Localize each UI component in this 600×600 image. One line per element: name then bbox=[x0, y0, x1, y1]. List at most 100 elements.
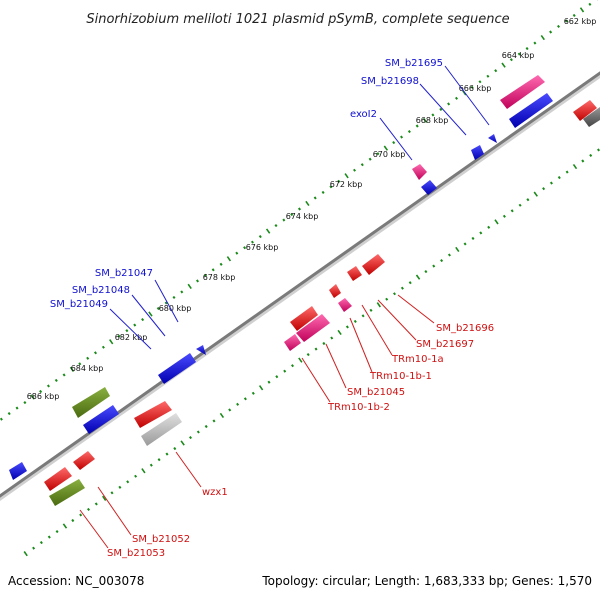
kbp-label: 682 kbp bbox=[115, 333, 148, 342]
gene-red-676a[interactable] bbox=[362, 254, 385, 275]
gene-label-sm-b21049[interactable]: SM_b21049 bbox=[50, 299, 108, 310]
scale-tick bbox=[502, 214, 506, 218]
scale-tick bbox=[533, 41, 537, 45]
scale-tick bbox=[517, 52, 521, 56]
kbp-label: 676 kbp bbox=[246, 243, 279, 252]
gene-red-688b[interactable] bbox=[73, 451, 95, 470]
scale-tick bbox=[408, 281, 412, 285]
scale-tick bbox=[572, 163, 578, 170]
gene-red-684[interactable] bbox=[134, 401, 172, 428]
scale-tick bbox=[369, 308, 373, 312]
gene-blue-682[interactable] bbox=[158, 353, 196, 384]
scale-tick bbox=[564, 19, 568, 23]
scale-tick bbox=[330, 336, 334, 340]
gene-label-sm-b21695[interactable]: SM_b21695 bbox=[385, 58, 443, 69]
accession-text: Accession: NC_003078 bbox=[8, 574, 144, 588]
scale-tick bbox=[188, 436, 193, 440]
scale-tick bbox=[195, 279, 200, 283]
gene-blue-664[interactable] bbox=[509, 93, 553, 128]
scale-tick bbox=[400, 286, 404, 290]
scale-tick bbox=[337, 329, 342, 336]
gene-label-exoi2[interactable]: exoI2 bbox=[350, 109, 377, 120]
gene-label-sm-b21052[interactable]: SM_b21052 bbox=[132, 534, 190, 545]
scale-tick bbox=[556, 24, 561, 28]
scale-tick bbox=[203, 273, 207, 277]
kbp-label: 678 kbp bbox=[203, 273, 236, 282]
gene-red-661[interactable] bbox=[573, 100, 597, 121]
gene-blue-667b[interactable] bbox=[488, 134, 497, 143]
scale-tick bbox=[173, 447, 177, 451]
scale-tick bbox=[290, 364, 295, 368]
scale-tick bbox=[282, 218, 286, 222]
map-title: Sinorhizobium meliloti 1021 plasmid pSym… bbox=[86, 12, 509, 27]
gene-label-trm10-1a[interactable]: TRm10-1a bbox=[391, 354, 444, 365]
kbp-label: 674 kbp bbox=[286, 212, 319, 221]
gene-olive-688[interactable] bbox=[49, 479, 85, 506]
gene-pink-681[interactable] bbox=[284, 334, 301, 351]
scale-tick bbox=[93, 351, 98, 355]
scale-tick bbox=[125, 329, 129, 333]
scale-tick bbox=[589, 153, 593, 157]
gene-darkgray-661[interactable] bbox=[583, 107, 600, 127]
scale-tick bbox=[432, 264, 436, 268]
scale-tick bbox=[478, 80, 482, 84]
gene-red-676b[interactable] bbox=[347, 266, 362, 281]
scale-tick bbox=[337, 179, 341, 183]
gene-red-678[interactable] bbox=[329, 284, 341, 298]
gene-label-sm-b21697[interactable]: SM_b21697 bbox=[416, 339, 474, 350]
gene-blue-682b[interactable] bbox=[196, 345, 206, 355]
gene-blue-688[interactable] bbox=[9, 462, 27, 480]
gene-label-wzx1[interactable]: wzx1 bbox=[202, 487, 228, 498]
gene-label-sm-b21048[interactable]: SM_b21048 bbox=[72, 285, 130, 296]
gene-red-688a[interactable] bbox=[44, 467, 72, 491]
scale-tick bbox=[454, 96, 459, 100]
gene-label-sm-b21698[interactable]: SM_b21698 bbox=[361, 76, 419, 87]
scale-tick bbox=[572, 13, 576, 17]
kbp-label: 662 kbp bbox=[564, 17, 597, 26]
scale-tick bbox=[79, 513, 83, 517]
genes-reverse bbox=[44, 254, 385, 506]
scale-tick bbox=[126, 480, 130, 484]
gene-label-trm10-1b-1[interactable]: TRm10-1b-1 bbox=[369, 371, 432, 382]
gene-pink-680[interactable] bbox=[296, 314, 330, 342]
scale-tick bbox=[422, 117, 428, 124]
gene-blue-667a[interactable] bbox=[471, 145, 484, 160]
gene-label-sm-b21696[interactable]: SM_b21696 bbox=[436, 323, 494, 334]
kbp-label: 684 kbp bbox=[71, 364, 104, 373]
gene-label-sm-b21053[interactable]: SM_b21053 bbox=[107, 548, 165, 559]
scale-tick bbox=[525, 47, 529, 51]
scale-tick bbox=[353, 319, 357, 323]
scale-tick bbox=[360, 163, 364, 167]
gene-red-680[interactable] bbox=[290, 306, 318, 331]
gene-label-sm-b21045[interactable]: SM_b21045 bbox=[347, 387, 405, 398]
scale-tick bbox=[447, 102, 451, 106]
gene-pink-664[interactable] bbox=[500, 75, 545, 109]
scale-tick bbox=[494, 219, 499, 225]
scale-tick bbox=[368, 157, 372, 161]
scale-tick bbox=[211, 268, 215, 272]
scale-tick bbox=[462, 90, 467, 96]
scale-tick bbox=[165, 452, 169, 456]
gene-olive-684[interactable] bbox=[72, 387, 110, 418]
gene-label-sm-b21047[interactable]: SM_b21047 bbox=[95, 268, 153, 279]
scale-ticks bbox=[0, 0, 600, 557]
gene-blue-684[interactable] bbox=[83, 405, 119, 434]
scale-tick bbox=[329, 185, 333, 189]
scale-tick bbox=[94, 502, 98, 506]
scale-tick bbox=[486, 74, 490, 78]
scale-tick bbox=[579, 7, 585, 13]
scale-tick bbox=[180, 440, 185, 446]
scale-tick bbox=[321, 190, 325, 194]
gene-pink-678[interactable] bbox=[338, 298, 352, 312]
gene-label-trm10-1b-2[interactable]: TRm10-1b-2 bbox=[327, 402, 390, 413]
gene-blue-670[interactable] bbox=[421, 180, 437, 195]
scale-tick bbox=[581, 159, 585, 163]
scale-tick bbox=[345, 325, 349, 329]
gene-pink-670[interactable] bbox=[412, 164, 427, 180]
gene-gray-684[interactable] bbox=[141, 413, 182, 446]
scale-tick bbox=[251, 391, 255, 395]
scale-tick bbox=[78, 362, 82, 366]
scale-tick bbox=[86, 507, 91, 511]
scale-tick bbox=[235, 251, 239, 255]
scale-tick bbox=[219, 262, 223, 266]
